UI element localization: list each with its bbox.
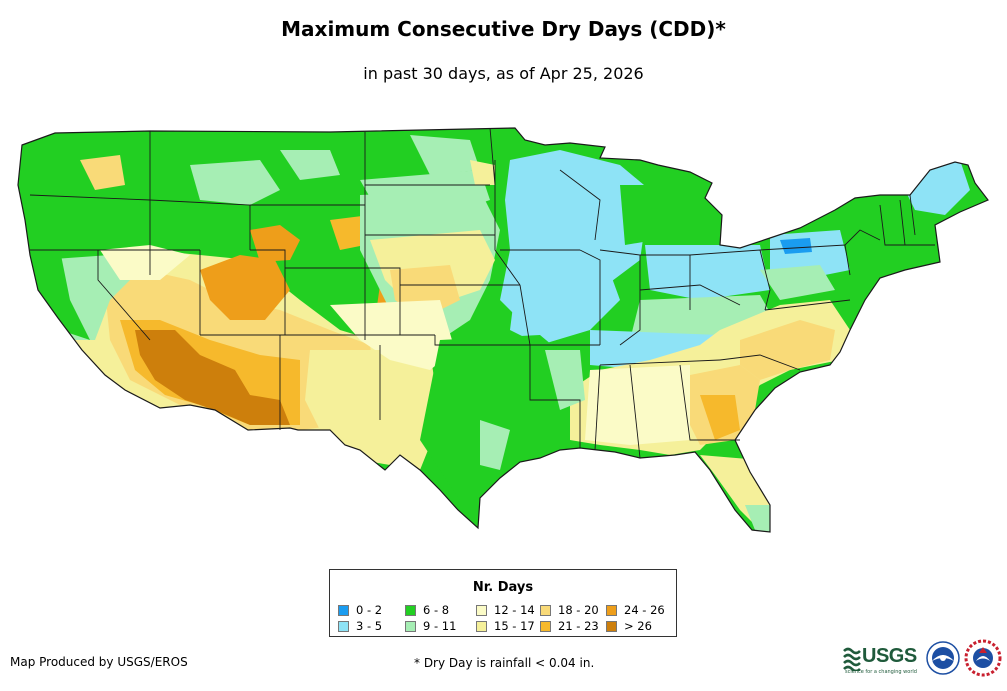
legend-item: 15 - 17 (476, 619, 535, 633)
legend-label: 0 - 2 (356, 603, 383, 617)
legend-item: 24 - 26 (606, 603, 665, 617)
legend-item: 3 - 5 (338, 619, 382, 633)
state-boundaries (17, 127, 989, 533)
legend-title: Nr. Days (472, 580, 534, 595)
legend-label: 3 - 5 (356, 619, 383, 633)
legend-item: 0 - 2 (338, 603, 382, 617)
legend-label: 12 - 14 (494, 603, 535, 617)
usgs-logo: USGS (862, 645, 917, 667)
legend-item: 6 - 8 (405, 603, 449, 617)
legend: Nr. Days 0 - 2 3 - 5 6 - 8 9 - 11 12 - 1… (329, 569, 677, 637)
legend-swatch (405, 620, 416, 632)
legend-label: 15 - 17 (494, 619, 535, 633)
legend-item: 21 - 23 (540, 619, 599, 633)
map-title: Maximum Consecutive Dry Days (CDD)* (281, 17, 726, 41)
legend-swatch (606, 620, 617, 632)
legend-item: 9 - 11 (405, 619, 456, 633)
dry-day-footnote: * Dry Day is rainfall < 0.04 in. (414, 656, 595, 670)
legend-swatch (338, 620, 349, 632)
legend-swatch (540, 604, 551, 616)
legend-swatch (476, 620, 487, 632)
legend-label: 24 - 26 (624, 603, 665, 617)
map-subtitle: in past 30 days, as of Apr 25, 2026 (363, 64, 644, 83)
nws-logo-icon (964, 639, 1002, 677)
legend-label: 9 - 11 (423, 619, 457, 633)
legend-item: > 26 (606, 619, 652, 633)
legend-item: 18 - 20 (540, 603, 599, 617)
legend-swatch (606, 604, 617, 616)
legend-item: 12 - 14 (476, 603, 535, 617)
cdd-raster (18, 128, 988, 532)
legend-swatch (405, 604, 416, 616)
usgs-tagline: science for a changing world (845, 669, 917, 675)
legend-label: 18 - 20 (558, 603, 599, 617)
usgs-wave-icon (843, 647, 861, 671)
noaa-logo-icon (926, 641, 960, 675)
credit-text: Map Produced by USGS/EROS (10, 655, 188, 669)
legend-swatch (540, 620, 551, 632)
legend-label: 21 - 23 (558, 619, 599, 633)
legend-label: > 26 (624, 619, 652, 633)
legend-swatch (476, 604, 487, 616)
agency-logos: USGS science for a changing world (843, 637, 1003, 683)
legend-swatch (338, 604, 349, 616)
legend-label: 6 - 8 (423, 603, 450, 617)
